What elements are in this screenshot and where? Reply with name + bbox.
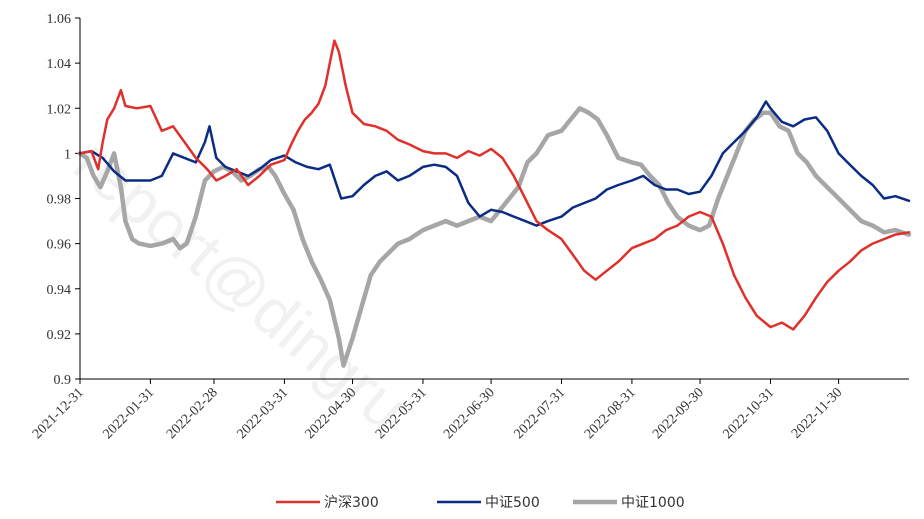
legend-label: 中证500 — [485, 495, 540, 511]
x-tick-label: 2022-10-31 — [720, 385, 777, 442]
series-line — [78, 100, 911, 227]
y-tick-label: 1 — [64, 147, 71, 162]
x-tick-label: 2022-01-31 — [100, 385, 157, 442]
series-layer — [77, 39, 912, 368]
legend-label: 中证1000 — [621, 495, 685, 511]
y-tick-label: 1.06 — [47, 12, 72, 27]
x-tick-label: 2021-12-31 — [30, 385, 87, 442]
x-tick-label: 2022-11-30 — [789, 385, 845, 441]
x-tick-label: 2022-08-31 — [582, 385, 639, 442]
y-tick-label: 0.92 — [47, 328, 72, 343]
x-tick-label: 2022-03-31 — [234, 385, 291, 442]
y-tick-label: 1.02 — [47, 102, 72, 117]
y-tick-label: 0.98 — [47, 193, 72, 208]
series-line — [78, 39, 911, 331]
y-axis-ticks: 0.9 0.92 0.94 0.96 0.98 1 1.02 1.04 1.06 — [47, 12, 80, 388]
x-tick-label: 2022-07-31 — [512, 385, 569, 442]
legend-label: 沪深300 — [324, 495, 379, 511]
y-tick-label: 1.04 — [47, 57, 72, 72]
legend: 沪深300 中证500 中证1000 — [276, 495, 685, 511]
y-tick-label: 0.9 — [54, 373, 72, 388]
x-axis-ticks: 2021-12-31 2022-01-31 2022-02-28 2022-03-31… — [30, 379, 845, 442]
x-tick-label: 2022-06-30 — [441, 385, 498, 442]
y-tick-label: 0.94 — [47, 283, 72, 298]
x-tick-label: 2022-02-28 — [164, 385, 221, 442]
y-tick-label: 0.96 — [47, 238, 72, 253]
x-tick-label: 2022-09-30 — [650, 385, 707, 442]
